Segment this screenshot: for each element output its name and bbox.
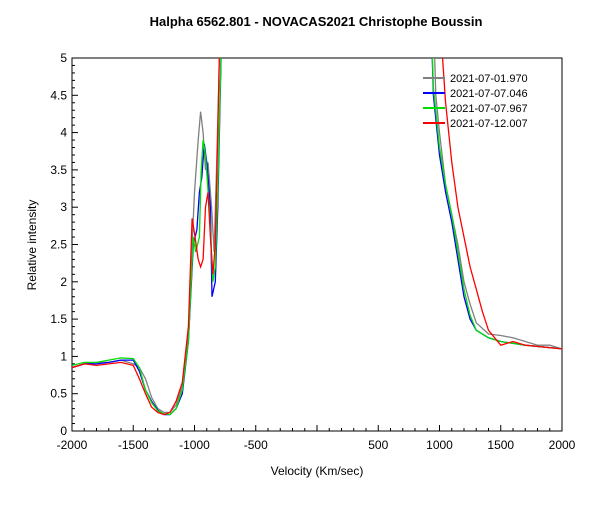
y-tick-label: 0 xyxy=(60,424,67,438)
x-tick-label: 500 xyxy=(368,438,388,452)
legend-entry: 2021-07-01.970 xyxy=(450,73,528,85)
x-tick-label: 1000 xyxy=(426,438,453,452)
x-tick-label: -500 xyxy=(244,438,268,452)
y-tick-label: 1 xyxy=(60,349,67,363)
y-tick-label: 0.5 xyxy=(50,387,67,401)
x-tick-label: -2000 xyxy=(57,438,88,452)
x-axis-label: Velocity (Km/sec) xyxy=(271,464,364,478)
series-line xyxy=(434,58,562,350)
y-tick-label: 3 xyxy=(60,200,67,214)
x-tick-label: -1000 xyxy=(179,438,210,452)
legend-entry: 2021-07-12.007 xyxy=(450,118,528,130)
x-tick-label: 2000 xyxy=(549,438,576,452)
legend: 2021-07-01.970 2021-07-07.046 2021-07-07.9… xyxy=(423,73,528,130)
x-tick-label: 1500 xyxy=(487,438,514,452)
legend-entry: 2021-07-07.967 xyxy=(450,103,528,115)
series-line xyxy=(431,58,562,350)
y-tick-label: 5 xyxy=(60,51,67,65)
y-tick-label: 3.5 xyxy=(50,163,67,177)
x-tick-label: -1500 xyxy=(118,438,149,452)
series-line xyxy=(72,58,222,416)
series-line xyxy=(72,58,220,416)
y-tick-label: 2 xyxy=(60,275,67,289)
y-tick-label: 4 xyxy=(60,126,67,140)
chart-title: Halpha 6562.801 - NOVACAS2021 Christophe… xyxy=(150,14,483,29)
y-tick-label: 4.5 xyxy=(50,88,67,102)
legend-entry: 2021-07-07.046 xyxy=(450,88,528,100)
y-tick-label: 2.5 xyxy=(50,238,67,252)
series-line xyxy=(441,58,562,350)
y-tick-label: 1.5 xyxy=(50,312,67,326)
plot-area xyxy=(71,57,563,432)
y-axis-label: Relative intensity xyxy=(25,200,39,291)
